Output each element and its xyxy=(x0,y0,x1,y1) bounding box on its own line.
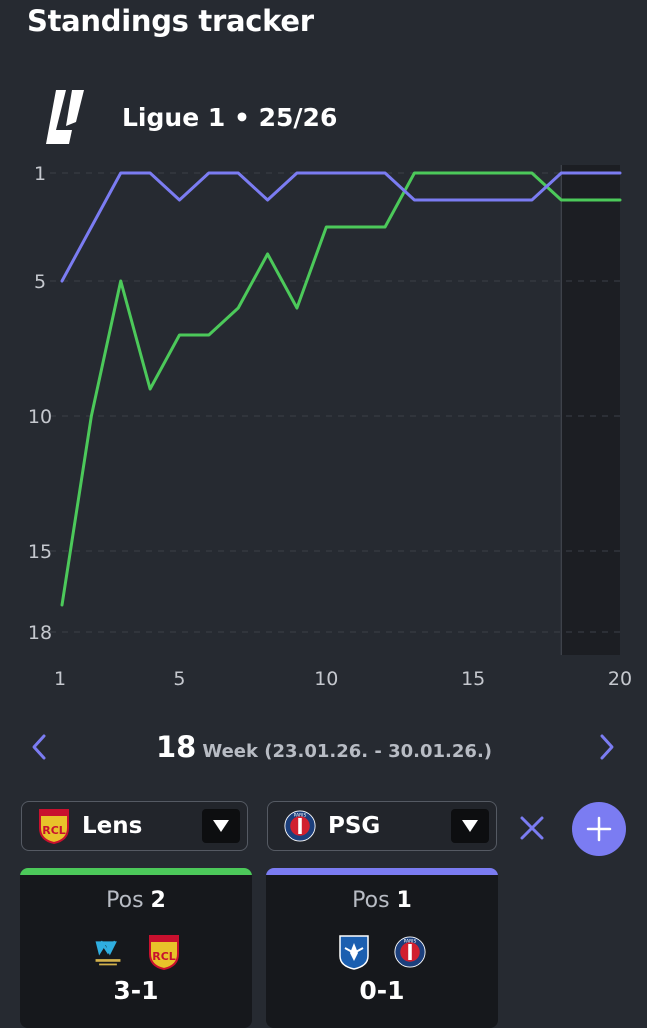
week-label: 18 Week (23.01.26. - 30.01.26.) xyxy=(156,730,492,764)
svg-text:PARIS: PARIS xyxy=(404,939,417,945)
y-tick-label: 1 xyxy=(34,163,46,185)
svg-text:PARIS: PARIS xyxy=(294,813,307,819)
lens-crest-icon: RCL xyxy=(39,809,69,844)
lens-crest-icon: RCL xyxy=(149,935,179,970)
match-score: 3-1 xyxy=(113,976,159,1005)
ligue1-logo-icon xyxy=(46,90,84,144)
dropdown-arrow-icon[interactable] xyxy=(202,809,240,843)
psg-crest-icon: PARIS xyxy=(284,810,316,842)
auxerre-crest-icon xyxy=(339,935,369,970)
team-card-psg[interactable]: Pos 1 PARIS 0-1 xyxy=(266,868,498,1028)
week-navigation: 18 Week (23.01.26. - 30.01.26.) xyxy=(0,724,647,770)
y-tick-label: 5 xyxy=(34,271,46,293)
week-number: 18 xyxy=(156,730,197,764)
current-week-highlight xyxy=(561,165,620,655)
match-score: 0-1 xyxy=(359,976,405,1005)
position-value: 2 xyxy=(150,888,166,913)
plus-icon xyxy=(586,816,612,842)
league-name: Ligue 1 • 25/26 xyxy=(122,103,338,132)
psg-crest-icon: PARIS xyxy=(394,936,426,968)
position-line: Pos 2 xyxy=(20,888,252,913)
close-icon[interactable] xyxy=(516,812,548,844)
add-team-button[interactable] xyxy=(572,802,626,856)
team-color-bar xyxy=(266,868,498,875)
match-crests: RCL xyxy=(20,934,252,970)
team-name: PSG xyxy=(328,813,381,839)
chevron-right-icon[interactable] xyxy=(592,732,622,762)
x-tick-label: 20 xyxy=(608,668,632,690)
team-card-lens[interactable]: Pos 2 RCL 3-1 xyxy=(20,868,252,1028)
chevron-left-icon[interactable] xyxy=(24,732,54,762)
series-line-psg xyxy=(60,171,622,283)
svg-text:RCL: RCL xyxy=(152,950,176,963)
dropdown-arrow-icon[interactable] xyxy=(451,809,489,843)
x-tick-label: 10 xyxy=(314,668,338,690)
position-label: Pos xyxy=(352,888,390,913)
x-tick-label: 5 xyxy=(173,668,185,690)
match-crests: PARIS xyxy=(266,934,498,970)
svg-text:RCL: RCL xyxy=(42,824,66,837)
y-tick-label: 15 xyxy=(28,541,52,563)
marseille-crest-icon xyxy=(95,940,121,966)
team-name: Lens xyxy=(82,813,143,839)
series-line-lens xyxy=(60,171,622,607)
week-range: Week (23.01.26. - 30.01.26.) xyxy=(202,741,493,762)
y-tick-label: 18 xyxy=(28,622,52,644)
position-label: Pos xyxy=(106,888,144,913)
position-value: 1 xyxy=(396,888,412,913)
x-tick-label: 1 xyxy=(54,668,66,690)
team-color-bar xyxy=(20,868,252,875)
page-title: Standings tracker xyxy=(27,4,314,38)
team-select-lens[interactable]: RCL Lens xyxy=(21,801,248,851)
team-select-psg[interactable]: PARIS PSG xyxy=(267,801,497,851)
position-line: Pos 1 xyxy=(266,888,498,913)
y-tick-label: 10 xyxy=(28,406,52,428)
x-tick-label: 15 xyxy=(461,668,485,690)
